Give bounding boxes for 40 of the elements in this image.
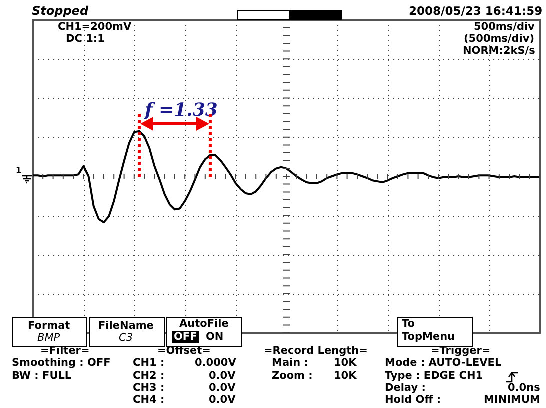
text: 0.0V [209,394,236,406]
text: OFF [172,331,200,343]
text: 0.0V [209,382,236,394]
text: CH4 : [133,394,165,406]
text: 10K [334,370,357,382]
text: Type : EDGE CH1 [385,370,484,382]
text: 0.0V [209,370,236,382]
text: BW : FULL [12,370,72,382]
text: (500ms/div) [464,33,535,45]
text: DC 1:1 [66,33,105,45]
text: Stopped [32,4,89,18]
text: 0.000V [195,357,236,369]
text: To [402,318,415,330]
text: TopMenu [402,331,456,343]
text: 0.0ns [508,382,540,394]
text: NORM:2kS/s [463,45,536,57]
text: Main : [272,357,308,369]
text: Delay : [385,382,426,394]
text: CH1=200mV [58,21,132,33]
text: 10K [334,357,357,369]
text: Format [28,320,70,332]
text: C3 [119,332,134,344]
text: 1 [16,166,22,175]
text: =Record Length= [264,345,368,357]
text: Mode : AUTO-LEVEL [385,357,502,369]
text: BMP [38,332,60,344]
text: =Trigger= [431,345,491,357]
text: Smoothing : OFF [12,357,111,369]
text: FileName [98,320,154,332]
text: Hold Off : [385,394,442,406]
text: 500ms/div [474,21,535,33]
text: AutoFile [180,318,229,330]
text: MINIMUM [484,394,540,406]
text: CH2 : [133,370,165,382]
text: f =1.33 [145,100,218,121]
text: CH1 : [133,357,165,369]
text: ON [206,331,224,343]
text: Zoom : [272,370,313,382]
text: 2008/05/23 16:41:59 [409,4,543,18]
text: CH3 : [133,382,165,394]
